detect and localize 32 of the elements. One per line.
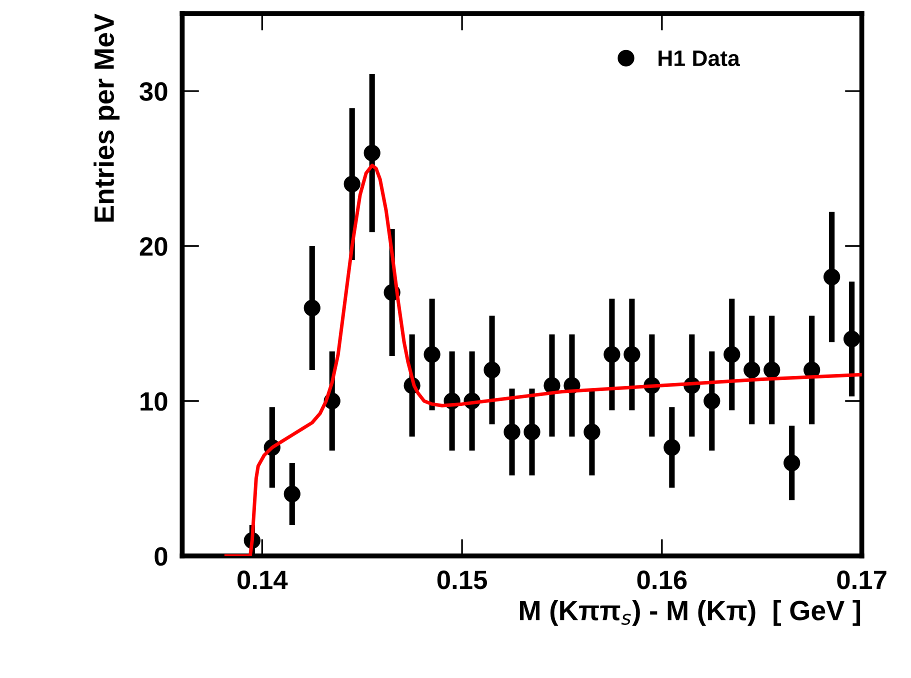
y-tick-label: 20 xyxy=(140,237,168,256)
point xyxy=(784,454,800,472)
y-tick-label: 10 xyxy=(140,392,168,411)
point xyxy=(344,176,360,192)
point xyxy=(744,362,760,378)
y-tick-label: 30 xyxy=(140,82,168,101)
point xyxy=(624,346,640,363)
point xyxy=(304,300,320,316)
y-axis-title: Entries per MeV xyxy=(94,14,120,222)
y-tick-label: 0 xyxy=(154,547,168,566)
point xyxy=(664,439,680,456)
x-axis-title: M (Kππ$_{s}$) - M (Kπ) [ GeV ] xyxy=(520,600,860,626)
point xyxy=(424,346,440,363)
x-tick-label: 0.15 xyxy=(437,570,487,590)
line-series xyxy=(224,164,862,556)
point xyxy=(823,268,840,286)
point xyxy=(544,377,560,394)
point xyxy=(764,362,780,378)
point xyxy=(364,144,380,162)
x-tick-label: 0.16 xyxy=(637,570,687,590)
point xyxy=(504,424,520,440)
point xyxy=(604,346,620,363)
point xyxy=(584,424,600,440)
point xyxy=(284,486,300,502)
x-tick-label: 0.14 xyxy=(238,570,288,590)
x-tick-label: 0.17 xyxy=(837,570,886,590)
point xyxy=(484,362,500,378)
point xyxy=(724,346,740,363)
legend-label: H1 Data xyxy=(658,50,740,66)
point xyxy=(704,392,720,410)
point xyxy=(843,330,860,348)
point xyxy=(524,424,540,440)
